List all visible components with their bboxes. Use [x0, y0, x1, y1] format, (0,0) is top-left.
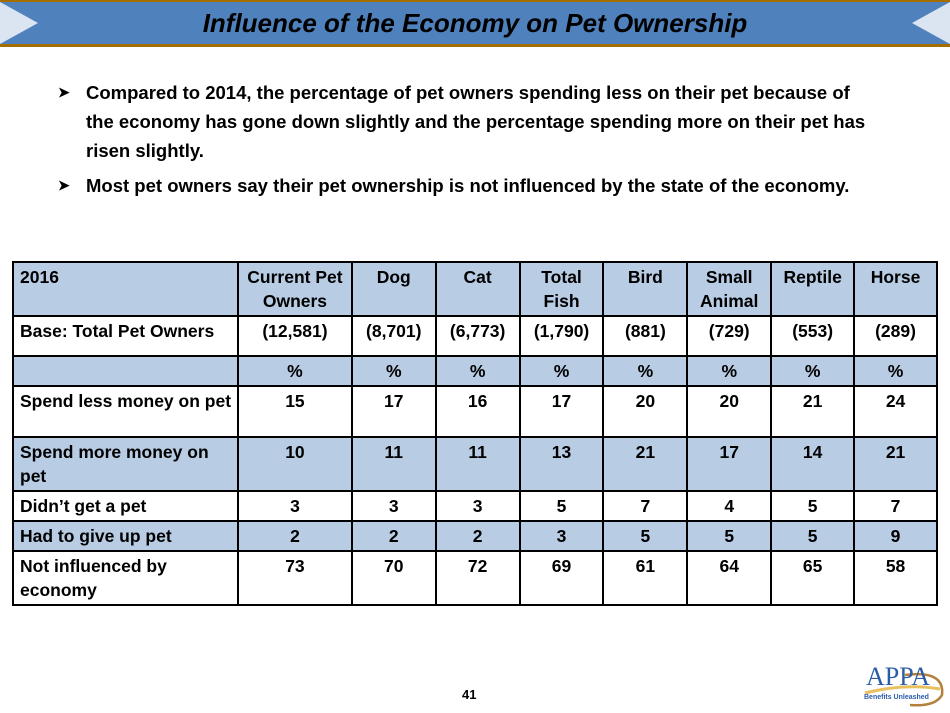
- table-cell: 7: [853, 490, 938, 522]
- table-cell: 17: [518, 385, 605, 438]
- table-cell: 3: [434, 490, 521, 522]
- table-row: Spend less money on pet 15 17 16 17 20 20 21 24: [11, 385, 938, 438]
- column-header: Current Pet Owners: [237, 261, 353, 317]
- banner-left-notch: [0, 2, 38, 44]
- svg-text:Benefits Unleashed: Benefits Unleashed: [864, 694, 929, 701]
- table-row: Had to give up pet 2 2 2 3 5 5 5 9: [11, 520, 938, 552]
- table-cell: 10: [237, 436, 353, 492]
- column-header: Dog: [350, 261, 437, 317]
- arrow-bullet-icon: ➤: [58, 84, 70, 100]
- table-row: Base: Total Pet Owners (12,581) (8,701) (6,…: [11, 315, 938, 357]
- table-cell: 17: [350, 385, 437, 438]
- table-cell: 2: [237, 520, 353, 552]
- table-cell: (289): [853, 315, 938, 357]
- banner-right-notch: [912, 2, 950, 44]
- table-cell: (553): [770, 315, 856, 357]
- table-row: Didn’t get a pet 3 3 3 5 7 4 5 7: [11, 490, 938, 522]
- bullet-item: ➤ Compared to 2014, the percentage of pet…: [58, 78, 878, 165]
- table-cell: (729): [686, 315, 773, 357]
- table-cell: 5: [518, 490, 605, 522]
- table-cell: 20: [686, 385, 773, 438]
- table-cell: 11: [350, 436, 437, 492]
- bullet-item: ➤ Most pet owners say their pet ownership…: [58, 171, 878, 200]
- bullet-list: ➤ Compared to 2014, the percentage of pet…: [58, 78, 878, 206]
- table-cell: 2: [350, 520, 437, 552]
- column-header: Total Fish: [518, 261, 605, 317]
- table-cell: 69: [518, 550, 605, 606]
- table-cell: 5: [686, 520, 773, 552]
- table-cell: 64: [686, 550, 773, 606]
- table-cell: 24: [853, 385, 938, 438]
- table-cell: 4: [686, 490, 773, 522]
- table-header-row: 2016 Current Pet Owners Dog Cat Total Fish Bi…: [11, 261, 938, 317]
- row-label: Spend more money on pet: [11, 436, 240, 492]
- column-header: Horse: [853, 261, 938, 317]
- table-cell: 5: [770, 520, 856, 552]
- header-year: 2016: [11, 261, 240, 317]
- table-cell: 7: [602, 490, 689, 522]
- table-cell: 16: [434, 385, 521, 438]
- table-cell: 3: [350, 490, 437, 522]
- table-cell: 3: [518, 520, 605, 552]
- table-cell: 9: [853, 520, 938, 552]
- arrow-bullet-icon: ➤: [58, 177, 70, 193]
- table-cell: 5: [602, 520, 689, 552]
- bullet-text: Compared to 2014, the percentage of pet …: [86, 82, 866, 161]
- table-cell: 21: [770, 385, 856, 438]
- table-cell: (12,581): [237, 315, 353, 357]
- table-cell: (8,701): [350, 315, 437, 357]
- table-cell: 14: [770, 436, 856, 492]
- table-cell: %: [518, 355, 605, 387]
- row-label: Not influenced by economy: [11, 550, 240, 606]
- table-cell: (881): [602, 315, 689, 357]
- table-cell: 73: [237, 550, 353, 606]
- column-header: Small Animal: [686, 261, 773, 317]
- table-cell: (6,773): [434, 315, 521, 357]
- slide-title: Influence of the Economy on Pet Ownershi…: [202, 8, 748, 38]
- table-cell: 61: [602, 550, 689, 606]
- table-cell: %: [237, 355, 353, 387]
- table-cell: 2: [434, 520, 521, 552]
- table-cell: 11: [434, 436, 521, 492]
- table-cell: %: [434, 355, 521, 387]
- data-table: 2016 Current Pet Owners Dog Cat Total Fish Bi…: [11, 261, 938, 606]
- table-cell: 70: [350, 550, 437, 606]
- table-row: %%%%%%%%: [11, 355, 938, 387]
- table-cell: 21: [853, 436, 938, 492]
- row-label: Base: Total Pet Owners: [11, 315, 240, 357]
- table-cell: 21: [602, 436, 689, 492]
- table-cell: %: [853, 355, 938, 387]
- table-cell: 20: [602, 385, 689, 438]
- table-cell: 65: [770, 550, 856, 606]
- table-cell: 3: [237, 490, 353, 522]
- table-cell: %: [686, 355, 773, 387]
- column-header: Reptile: [770, 261, 856, 317]
- table-cell: %: [770, 355, 856, 387]
- table-cell: 13: [518, 436, 605, 492]
- svg-text:APPA: APPA: [866, 662, 930, 691]
- appa-logo: APPA Benefits Unleashed: [864, 662, 944, 707]
- table-cell: %: [602, 355, 689, 387]
- title-banner: [0, 0, 950, 47]
- table-cell: 58: [853, 550, 938, 606]
- page-number: 41: [462, 687, 477, 702]
- table-cell: 17: [686, 436, 773, 492]
- table-cell: 5: [770, 490, 856, 522]
- column-header: Cat: [434, 261, 521, 317]
- table-cell: %: [350, 355, 437, 387]
- bullet-text: Most pet owners say their pet ownership …: [86, 175, 850, 196]
- table-cell: (1,790): [518, 315, 605, 357]
- row-label: Didn’t get a pet: [11, 490, 240, 522]
- row-label: Had to give up pet: [11, 520, 240, 552]
- table-row: Spend more money on pet 10 11 11 13 21 17 14 21: [11, 436, 938, 492]
- table-cell: 15: [237, 385, 353, 438]
- table-row: Not influenced by economy 73 70 72 69 61 64 65 5…: [11, 550, 938, 606]
- row-label: [11, 355, 240, 387]
- table-cell: 72: [434, 550, 521, 606]
- column-header: Bird: [602, 261, 689, 317]
- row-label: Spend less money on pet: [11, 385, 240, 438]
